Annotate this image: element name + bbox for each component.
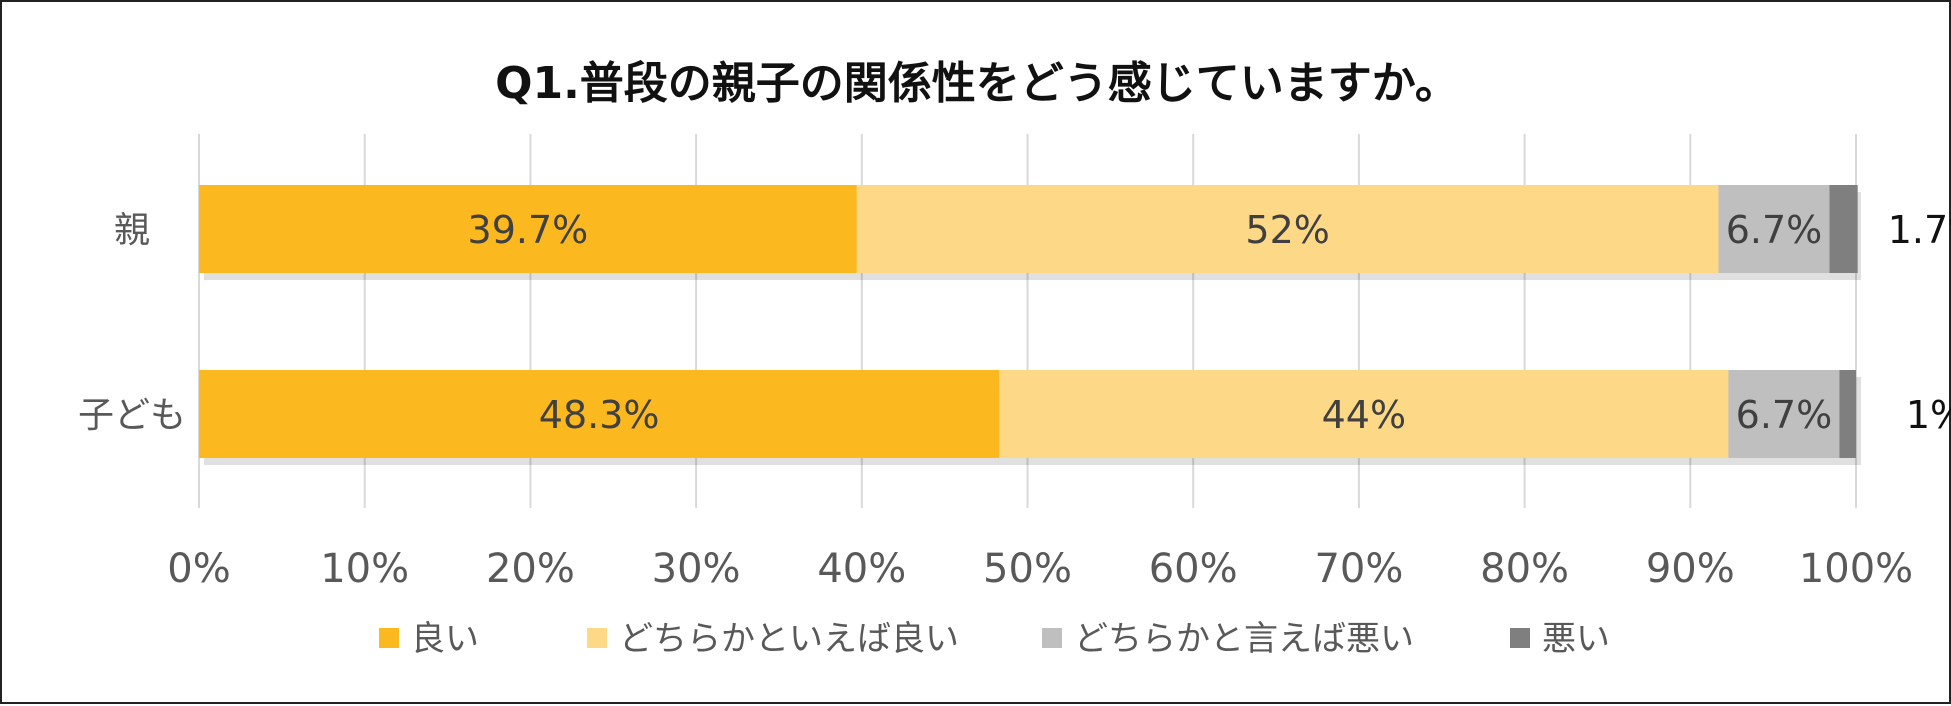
legend-label: どちらかといえば良い (619, 619, 959, 659)
legend-swatch (1510, 628, 1530, 648)
category-label: 子ども (78, 395, 186, 436)
bar-segment (856, 185, 1719, 273)
x-tick-label: 50% (983, 546, 1072, 592)
category-label: 親 (114, 210, 150, 251)
legend-swatch (587, 628, 607, 648)
x-tick-label: 20% (486, 546, 575, 592)
legend-label: 良い (411, 619, 479, 659)
data-label: 6.7% (1736, 393, 1833, 437)
data-label: 1% (1906, 393, 1951, 437)
legend: 良い どちらかといえば良い どちらかと言えば悪い 悪い (379, 619, 1610, 659)
bar-segment (999, 370, 1729, 458)
bar-segment (1839, 370, 1856, 458)
bar-segment (1728, 370, 1840, 458)
chart-title: Q1.普段の親子の関係性をどう感じていますか。 (495, 58, 1459, 109)
x-tick-label: 100% (1799, 546, 1913, 592)
legend-label: どちらかと言えば悪い (1074, 619, 1414, 659)
x-tick-label: 0% (167, 546, 230, 592)
data-label: 39.7% (468, 208, 589, 252)
data-label: 52% (1245, 208, 1329, 252)
bar-segment (1829, 185, 1858, 273)
bar-segment (199, 185, 857, 273)
legend-swatch (379, 628, 399, 648)
x-tick-label: 30% (652, 546, 741, 592)
x-tick-label: 60% (1149, 546, 1238, 592)
data-label: 44% (1322, 393, 1406, 437)
bars (199, 185, 1861, 465)
x-tick-label: 70% (1314, 546, 1403, 592)
data-label: 48.3% (539, 393, 660, 437)
x-axis-ticks: 0% 10% 20% 30% 40% 50% 60% 70% 80% 90% 100% (167, 546, 1913, 592)
bar-segment (199, 370, 1000, 458)
bar-segment (1718, 185, 1830, 273)
legend-swatch (1042, 628, 1062, 648)
data-label: 6.7% (1726, 208, 1823, 252)
legend-label: 悪い (1542, 619, 1610, 659)
x-tick-label: 80% (1480, 546, 1569, 592)
data-label: 1.7% (1888, 208, 1951, 252)
data-labels: 39.7% 52% 6.7% 1.7% 48.3% 44% 6.7% 1% (468, 208, 1951, 437)
x-tick-label: 40% (817, 546, 906, 592)
x-tick-label: 10% (320, 546, 409, 592)
x-tick-label: 90% (1646, 546, 1735, 592)
